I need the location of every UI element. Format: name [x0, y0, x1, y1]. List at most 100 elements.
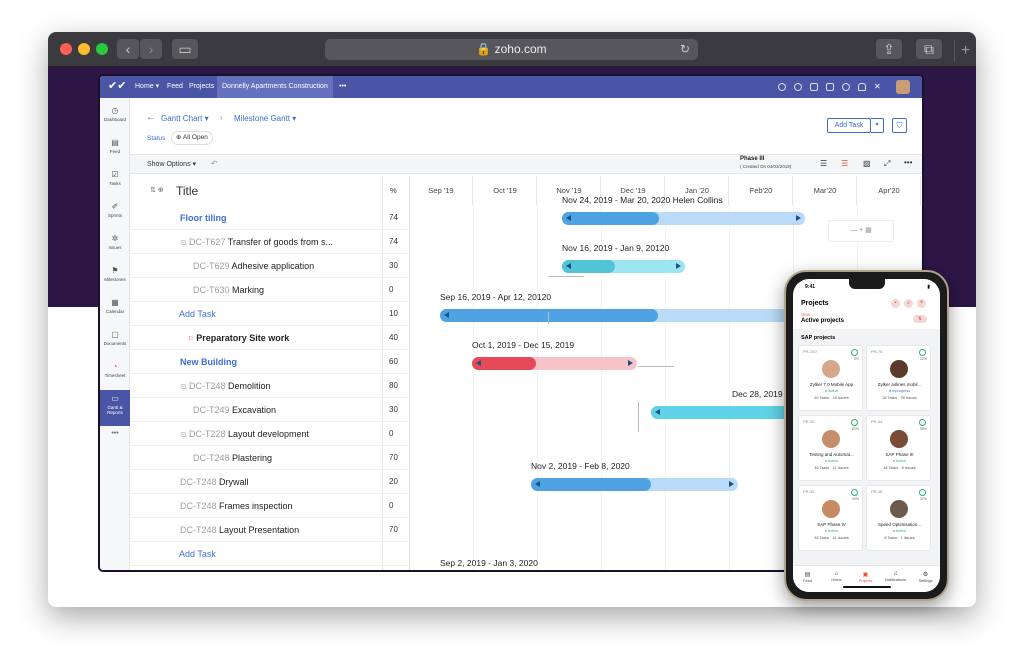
milestone-gantt-dropdown[interactable]: Milestone Gantt ▾ [234, 114, 297, 123]
tab-notifications[interactable]: ♫ Notifications [881, 571, 910, 582]
collapse-icon[interactable]: ⊙ [180, 382, 189, 391]
task-name[interactable]: Add Task [179, 542, 378, 566]
title-column-header[interactable]: Title [176, 184, 199, 198]
tools-icon[interactable]: ✕ [874, 82, 881, 91]
minimize-window-button[interactable] [78, 43, 90, 55]
table-row[interactable]: DC-T630 Marking 0 [130, 278, 410, 302]
project-card[interactable]: PR-200 0% Zylker 7.0 Mobile App ● Active 45 … [798, 345, 863, 411]
table-row[interactable]: ⊙ DC-T627 Transfer of goods from s... 74 [130, 230, 410, 254]
drag-right-handle[interactable] [676, 263, 681, 270]
sidebar-toggle-icon[interactable]: ▭ [172, 39, 198, 59]
table-row[interactable]: ⊙ DC-T228 Layout development 0 [130, 422, 410, 446]
table-row[interactable]: DC-T248 Frames inspection 0 [130, 494, 410, 518]
gantt-bar[interactable] [562, 212, 805, 225]
nav-more[interactable]: ••• [339, 83, 347, 90]
active-projects-selector[interactable]: Active projects [801, 318, 845, 324]
sidebar-item-issues[interactable]: ✲ Issues [100, 230, 130, 262]
table-row[interactable]: Add Task [130, 542, 410, 566]
user-avatar[interactable] [896, 80, 910, 94]
drag-right-handle[interactable] [796, 215, 801, 221]
drag-left-handle[interactable] [444, 311, 449, 318]
tab-home[interactable]: ⌂ Home [822, 571, 851, 582]
sidebar-item-documents[interactable]: ▢ Documents [100, 326, 130, 358]
table-row[interactable]: DC-T248 Layout Presentation 70 [130, 518, 410, 542]
task-name[interactable]: DC-T248 Frames inspection [180, 494, 378, 518]
task-name[interactable]: DC-T248 Plastering [193, 446, 378, 470]
timer-icon[interactable] [826, 83, 834, 91]
sidebar-item-milestones[interactable]: ⚑ Milestones [100, 262, 130, 294]
game-icon[interactable] [810, 83, 818, 91]
close-window-button[interactable] [60, 43, 72, 55]
drag-left-handle[interactable] [535, 481, 540, 488]
status-filter[interactable]: ⊕ All Open [171, 131, 213, 145]
table-row[interactable]: Add Task 10 [130, 302, 410, 326]
reload-icon[interactable]: ↻ [679, 42, 690, 56]
settings-sliders-icon[interactable]: ☰ [820, 159, 828, 168]
project-card[interactable]: PR-20 62% Testing and Automat... ● Active 45… [798, 415, 863, 481]
nav-projects[interactable]: Projects [189, 83, 215, 90]
add-icon[interactable]: + [917, 299, 926, 308]
share-icon[interactable]: ⇪ [876, 39, 902, 59]
tab-feed[interactable]: ▤ Feed [793, 571, 822, 583]
zoom-controls[interactable]: — + ▦ [828, 220, 894, 242]
gantt-bar[interactable] [440, 308, 810, 322]
search-icon[interactable] [778, 83, 786, 91]
back-arrow-icon[interactable]: ← [146, 112, 156, 123]
table-row[interactable]: ⊙ DC-T248 Demolition 80 [130, 374, 410, 398]
more-icon[interactable]: • [891, 299, 900, 308]
nav-feed[interactable]: Feed [167, 83, 183, 90]
table-row[interactable]: DC-T629 Adhesive application 30 [130, 254, 410, 278]
sidebar-item-calendar[interactable]: ▦ Calendar [100, 294, 130, 326]
fullscreen-icon[interactable]: ⤢ [884, 159, 891, 168]
undo-icon[interactable]: ↶ [211, 159, 218, 168]
table-row[interactable]: DC-T248 Plastering 70 [130, 446, 410, 470]
tab-projects[interactable]: ▣ Projects [851, 571, 880, 583]
baseline-icon[interactable]: ▨ [863, 159, 871, 168]
gantt-bar[interactable] [472, 357, 637, 371]
show-options-dropdown[interactable]: Show Options ▾ [147, 161, 197, 168]
new-tab-icon[interactable]: + [954, 40, 976, 62]
drag-left-handle[interactable] [476, 360, 481, 367]
gantt-bar[interactable] [531, 478, 738, 492]
search-icon[interactable]: ⌕ [904, 299, 913, 308]
add-task-button[interactable]: Add Task [827, 118, 871, 133]
tab-settings[interactable]: ⚙ Settings [911, 571, 940, 583]
address-bar[interactable]: 🔒 zoho.com ↻ [325, 39, 698, 60]
sidebar-item-timesheet[interactable]: ◔ Timesheet [100, 358, 130, 390]
filter-icon[interactable]: ⛉ [892, 118, 907, 133]
project-card[interactable]: PR-78 22% Zylker airlines mobil... ● Inprog… [866, 345, 931, 411]
task-name[interactable]: Add Task [179, 302, 378, 326]
nav-home[interactable]: Home ▾ [135, 83, 160, 90]
project-card[interactable]: PR-34 99% SAP Phase III ● Active 48 Tasks · … [866, 415, 931, 481]
task-name[interactable]: ⊙ DC-T228 Layout development [180, 422, 378, 446]
critical-path-icon[interactable]: ☰ [841, 159, 849, 168]
task-name[interactable]: ⊙ DC-T248 Demolition [180, 374, 378, 398]
gantt-bar[interactable] [651, 405, 811, 419]
add-icon[interactable] [842, 83, 850, 91]
task-name[interactable]: Floor tiling [180, 206, 378, 230]
drag-left-handle[interactable] [566, 215, 571, 221]
sidebar-more[interactable]: ••• [111, 430, 119, 437]
task-name[interactable]: New Building [180, 350, 378, 374]
task-name[interactable]: ⚐ Preparatory Site work [188, 326, 378, 350]
drag-left-handle[interactable] [655, 408, 660, 415]
back-icon[interactable]: ‹ [117, 39, 139, 59]
sidebar-item-feed[interactable]: ▤ Feed [100, 134, 130, 166]
expand-icon[interactable]: ⇅ ⊕ [150, 187, 164, 194]
table-row[interactable]: DC-T248 Drywall 20 [130, 470, 410, 494]
task-name[interactable]: DC-T248 Drywall [180, 470, 378, 494]
zoom-window-button[interactable] [96, 43, 108, 55]
gantt-chart-dropdown[interactable]: Gantt Chart ▾ [161, 114, 209, 123]
chat-icon[interactable] [794, 83, 802, 91]
nav-current-project[interactable]: Donnelly Apartments Construction [217, 76, 333, 98]
more-options-icon[interactable]: ••• [904, 158, 913, 167]
task-name[interactable]: DC-T249 Excavation [193, 398, 378, 422]
sidebar-item-gantt-reports[interactable]: ▭ Gantt & Reports [100, 390, 130, 426]
bell-icon[interactable] [858, 83, 866, 91]
gantt-bar[interactable] [562, 260, 685, 274]
sidebar-item-sprints[interactable]: ✐ Sprints [100, 198, 130, 230]
percent-column-header[interactable]: % [390, 186, 397, 195]
task-name[interactable]: DC-T629 Adhesive application [193, 254, 378, 278]
task-name[interactable]: DC-T630 Marking [193, 278, 378, 302]
table-row[interactable]: ⚐ Preparatory Site work 40 [130, 326, 410, 350]
